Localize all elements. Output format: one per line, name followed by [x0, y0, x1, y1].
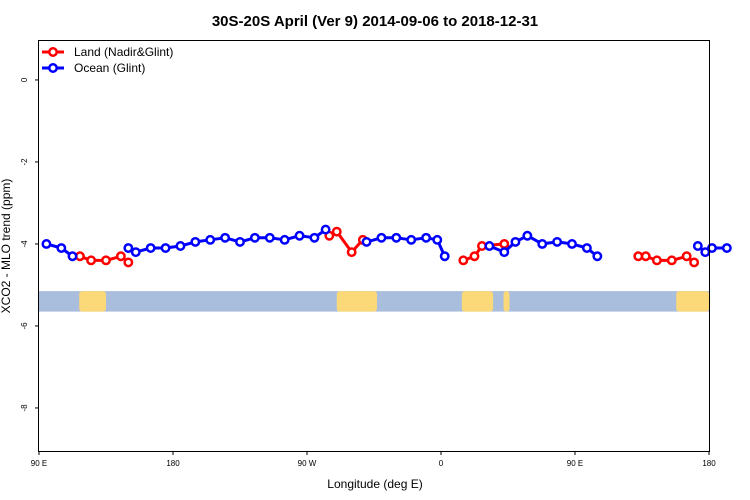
series-1-point	[264, 232, 275, 243]
map-strip-land-1	[336, 291, 377, 312]
series-0-point	[115, 251, 126, 262]
series-1-point	[279, 234, 290, 245]
legend-marker-ocean	[48, 63, 58, 73]
series-1-point	[249, 232, 260, 243]
series-1-point	[432, 234, 443, 245]
y-tick-label: -6	[20, 322, 29, 330]
x-tick-label: 180	[702, 459, 716, 468]
series-1-point	[592, 251, 603, 262]
series-1-point	[700, 247, 711, 258]
series-1-point	[567, 239, 577, 249]
series-1-point	[484, 241, 495, 251]
x-axis-label: Longitude (deg E)	[327, 477, 422, 491]
series-0-point	[681, 251, 692, 262]
map-strip-land-4	[676, 291, 709, 312]
series-1-point	[406, 234, 417, 245]
series-0-point	[331, 226, 342, 237]
series-1-point	[320, 224, 331, 235]
series-0-point	[86, 255, 97, 266]
legend-marker-land	[48, 47, 58, 57]
series-1-point	[123, 243, 134, 254]
y-tick-label: -4	[20, 240, 29, 248]
y-tick-label: 0	[20, 77, 29, 82]
plot-series-layer	[41, 224, 732, 268]
series-1-point	[499, 247, 510, 258]
series-0-point	[689, 257, 700, 268]
series-1-point	[439, 251, 450, 262]
map-strip	[39, 291, 709, 312]
map-strip-land-2	[461, 291, 494, 312]
y-axis: 0 -2 -4 -6 -8	[20, 77, 39, 412]
series-1-point	[220, 232, 231, 243]
series-0-point	[666, 255, 677, 266]
series-1-point	[67, 251, 78, 262]
series-0-point	[101, 255, 111, 266]
series-1-point	[309, 232, 320, 243]
legend: Land (Nadir&Glint) Ocean (Glint)	[42, 45, 173, 75]
series-1-point	[145, 243, 156, 254]
series-1-point	[376, 232, 387, 243]
x-tick-label: 90 E	[31, 459, 47, 468]
x-tick-label: 90 W	[298, 459, 317, 468]
series-1-point	[175, 241, 186, 251]
plot-frame	[38, 40, 710, 452]
series-1-point	[190, 236, 201, 247]
series-0-point	[346, 247, 357, 258]
y-tick-label: -2	[20, 158, 29, 166]
series-1-point	[421, 232, 432, 243]
series-1-point	[552, 236, 563, 247]
map-strip-land-0	[79, 291, 106, 312]
map-strip-land-3	[503, 291, 510, 312]
x-tick-label: 180	[166, 459, 180, 468]
series-1-point	[707, 243, 717, 254]
series-0-point	[499, 239, 510, 249]
series-1-point	[294, 230, 305, 241]
series-1	[41, 224, 732, 262]
series-1-point	[235, 236, 245, 247]
y-axis-label: XCO2 - MLO trend (ppm)	[0, 179, 13, 314]
series-1-point	[205, 234, 216, 245]
x-tick-label: 0	[439, 459, 444, 468]
y-tick-label: -8	[20, 404, 29, 412]
x-tick-label: 90 E	[567, 459, 583, 468]
series-1-point	[56, 243, 67, 254]
series-1-point	[391, 232, 402, 243]
series-0	[74, 226, 700, 268]
x-axis: 90 E 180 90 W 0 90 E 180	[31, 451, 716, 468]
series-1-point	[510, 236, 521, 247]
series-0-point	[640, 251, 651, 262]
legend-label-land: Land (Nadir&Glint)	[74, 45, 173, 59]
series-0-point	[651, 255, 662, 266]
series-0-point	[123, 257, 134, 268]
series-1-point	[537, 239, 548, 249]
series-0-point	[458, 255, 469, 266]
series-1-point	[522, 230, 533, 241]
series-0-point	[469, 251, 480, 262]
series-1-point	[130, 247, 141, 258]
legend-label-ocean: Ocean (Glint)	[74, 61, 145, 75]
series-1-point	[160, 243, 171, 254]
series-1-point	[41, 239, 52, 249]
chart-title: 30S-20S April (Ver 9) 2014-09-06 to 2018…	[212, 13, 538, 30]
series-1-point	[361, 236, 372, 247]
series-1-point	[721, 243, 732, 254]
series-1-point	[692, 241, 703, 251]
series-1-point	[581, 243, 592, 254]
